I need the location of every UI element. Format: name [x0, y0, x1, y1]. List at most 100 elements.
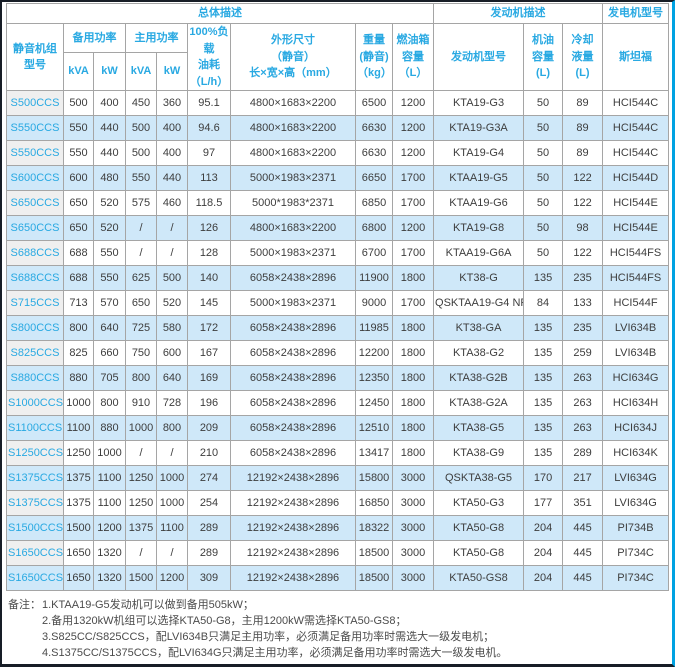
weight-cell: 12450: [355, 390, 393, 416]
dimensions-cell: 5000*1983*2371: [230, 190, 356, 216]
model-cell[interactable]: S688CCS: [6, 240, 64, 266]
model-cell[interactable]: S800CCS: [6, 315, 64, 341]
model-cell[interactable]: S880CCS: [6, 365, 64, 391]
model-cell[interactable]: S1375CCS: [6, 490, 64, 516]
standby-kva-cell: 688: [63, 240, 94, 266]
standby-kw-cell: 1320: [93, 565, 126, 591]
col-header-prime-kva: kVA: [125, 52, 157, 91]
fuel-consumption-cell: 289: [187, 540, 231, 566]
prime-kva-cell: 450: [125, 90, 157, 116]
prime-kw-cell: 400: [156, 140, 188, 166]
coolant-capacity-cell: 122: [562, 240, 604, 266]
standby-kva-cell: 500: [63, 90, 94, 116]
model-cell[interactable]: S550CCS: [6, 140, 64, 166]
table-row: S825CCS 825 660 750 600 167 6058×2438×28…: [6, 340, 670, 366]
footnote-text: 1.KTAA19-G5发动机可以做到备用505kW；: [42, 599, 254, 611]
oil-capacity-cell: 84: [523, 290, 564, 316]
fuel-consumption-cell: 140: [187, 265, 231, 291]
table-row: S880CCS 880 705 800 640 169 6058×2438×28…: [6, 365, 670, 391]
oil-capacity-cell: 135: [523, 315, 564, 341]
standby-kva-cell: 688: [63, 265, 94, 291]
col-header-engine-model: 发动机型号: [433, 23, 525, 91]
table-row: S715CCS 713 570 650 520 145 5000×1983×23…: [6, 290, 670, 316]
standby-kva-cell: 880: [63, 365, 94, 391]
coolant-capacity-cell: 263: [562, 390, 604, 416]
coolant-capacity-cell: 259: [562, 340, 604, 366]
model-cell[interactable]: S1650CCS: [6, 540, 64, 566]
standby-kw-cell: 440: [93, 115, 126, 141]
fuel-tank-cell: 1700: [391, 165, 435, 191]
fuel-consumption-cell: 209: [187, 415, 231, 441]
alternator-model-cell: HCI544C: [602, 90, 670, 116]
fuel-consumption-cell: 167: [187, 340, 231, 366]
standby-kva-cell: 1500: [63, 515, 94, 541]
dimensions-cell: 4800×1683×2200: [230, 115, 356, 141]
footnote-label: 备注：: [8, 599, 41, 611]
coolant-capacity-cell: 122: [562, 165, 604, 191]
col-header-prime-kw: kW: [156, 52, 188, 91]
engine-model-cell: KTA19-G3: [433, 90, 525, 116]
footnotes: 备注： 1.KTAA19-G5发动机可以做到备用505kW； 2.备用1320k…: [8, 597, 672, 661]
coolant-capacity-cell: 263: [562, 365, 604, 391]
model-cell[interactable]: S600CCS: [6, 165, 64, 191]
coolant-capacity-cell: 89: [562, 140, 604, 166]
fuel-consumption-cell: 126: [187, 215, 231, 241]
prime-kva-cell: 650: [125, 290, 157, 316]
prime-kva-cell: 575: [125, 190, 157, 216]
standby-kw-cell: 550: [93, 265, 126, 291]
fuel-tank-cell: 1800: [391, 315, 435, 341]
dimensions-cell: 6058×2438×2896: [230, 440, 356, 466]
oil-capacity-cell: 135: [523, 365, 564, 391]
weight-cell: 11985: [355, 315, 393, 341]
alternator-model-cell: LVI634G: [602, 490, 670, 516]
dimensions-cell: 6058×2438×2896: [230, 390, 356, 416]
col-header-standby-kva: kVA: [63, 52, 94, 91]
table-row: S600CCS 600 480 550 440 113 5000×1983×23…: [6, 165, 670, 191]
model-cell[interactable]: S1650CCS: [6, 565, 64, 591]
engine-model-cell: KTA38-G5: [433, 415, 525, 441]
prime-kw-cell: 500: [156, 265, 188, 291]
col-header-model: 静音机组 型号: [6, 23, 64, 91]
table-row: S1375CCS 1375 1100 1250 1000 274 12192×2…: [6, 465, 670, 491]
model-cell[interactable]: S550CCS: [6, 115, 64, 141]
coolant-capacity-cell: 445: [562, 540, 604, 566]
footnote-line: 3.S825CC/S825CCS，配LVI634B只满足主用功率，必须满足备用功…: [8, 629, 672, 645]
coolant-capacity-cell: 122: [562, 190, 604, 216]
model-cell[interactable]: S1100CCS: [6, 415, 64, 441]
table-row: S688CCS 688 550 / / 128 5000×1983×2371 6…: [6, 240, 670, 266]
alternator-model-cell: HCI634J: [602, 415, 670, 441]
model-cell[interactable]: S1250CCS: [6, 440, 64, 466]
engine-model-cell: KTA19-G8: [433, 215, 525, 241]
model-cell[interactable]: S825CCS: [6, 340, 64, 366]
fuel-tank-cell: 1200: [391, 140, 435, 166]
model-cell[interactable]: S1375CCS: [6, 465, 64, 491]
model-cell[interactable]: S715CCS: [6, 290, 64, 316]
model-cell[interactable]: S650CCS: [6, 190, 64, 216]
fuel-tank-cell: 1200: [391, 90, 435, 116]
prime-kva-cell: 625: [125, 265, 157, 291]
model-cell[interactable]: S650CCS: [6, 215, 64, 241]
model-cell[interactable]: S1500CCS: [6, 515, 64, 541]
standby-kva-cell: 550: [63, 140, 94, 166]
prime-kva-cell: 1250: [125, 465, 157, 491]
col-header-fuel-consumption: 100%负载 油耗 （L/h）: [187, 23, 231, 91]
table-row: S1000CCS 1000 800 910 728 196 6058×2438×…: [6, 390, 670, 416]
standby-kva-cell: 1375: [63, 465, 94, 491]
model-cell[interactable]: S500CCS: [6, 90, 64, 116]
alternator-model-cell: LVI634G: [602, 465, 670, 491]
prime-kw-cell: /: [156, 240, 188, 266]
model-cell[interactable]: S688CCS: [6, 265, 64, 291]
model-cell[interactable]: S1000CCS: [6, 390, 64, 416]
dimensions-cell: 12192×2438×2896: [230, 490, 356, 516]
oil-capacity-cell: 135: [523, 390, 564, 416]
weight-cell: 18322: [355, 515, 393, 541]
standby-kw-cell: 520: [93, 190, 126, 216]
fuel-tank-cell: 3000: [391, 465, 435, 491]
weight-cell: 18500: [355, 540, 393, 566]
alternator-model-cell: PI734B: [602, 515, 670, 541]
weight-cell: 12350: [355, 365, 393, 391]
prime-kw-cell: /: [156, 540, 188, 566]
fuel-consumption-cell: 210: [187, 440, 231, 466]
engine-model-cell: KTA50-GS8: [433, 565, 525, 591]
weight-cell: 6850: [355, 190, 393, 216]
